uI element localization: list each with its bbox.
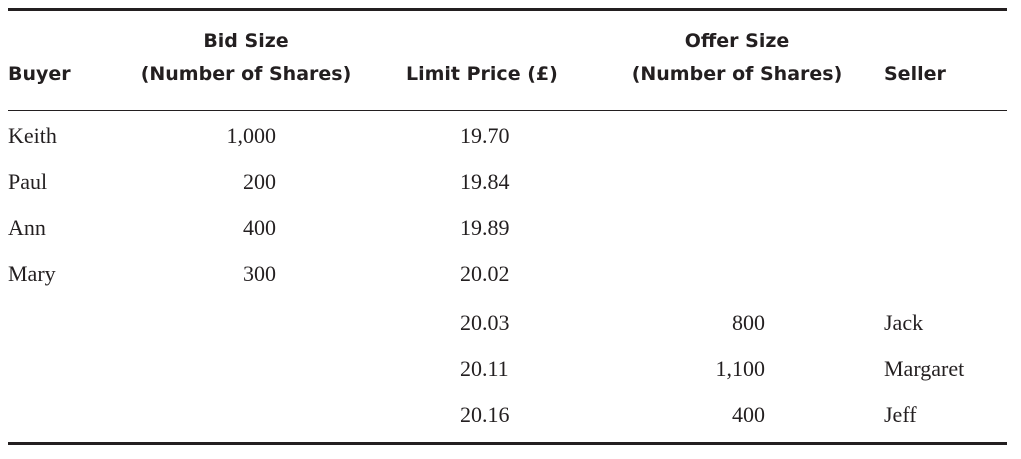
- header-buyer: Buyer: [8, 63, 71, 85]
- header-limit-price: Limit Price (£): [406, 63, 558, 85]
- cell-bid-size: 1,000: [226, 123, 277, 148]
- cell-seller: Margaret: [884, 356, 965, 381]
- header-bid-size-line1: Bid Size: [203, 30, 289, 52]
- header-offer-size-line1: Offer Size: [684, 30, 790, 52]
- table-top-rule: [8, 8, 1007, 11]
- cell-bid-size: 200: [243, 169, 276, 194]
- cell-buyer: Mary: [8, 261, 56, 286]
- cell-buyer: Keith: [8, 123, 57, 148]
- table-row: 20.11 1,100 Margaret: [8, 346, 1007, 392]
- table-header-rule: [8, 110, 1007, 111]
- table-row: 20.16 400 Jeff: [8, 392, 1007, 438]
- cell-limit-price: 20.02: [460, 261, 510, 286]
- header-bid-size: Bid Size (Number of Shares): [126, 25, 366, 91]
- cell-seller: Jeff: [884, 402, 917, 427]
- table-bottom-rule: [8, 442, 1007, 445]
- header-offer-size-line2: (Number of Shares): [631, 63, 843, 85]
- cell-offer-size: 400: [732, 402, 765, 427]
- table-row: Keith 1,000 19.70: [8, 113, 1007, 159]
- cell-limit-price: 20.16: [460, 402, 510, 427]
- cell-limit-price: 19.89: [460, 215, 510, 240]
- table-row: Ann 400 19.89: [8, 205, 1007, 251]
- cell-buyer: Ann: [8, 215, 46, 240]
- cell-limit-price: 19.70: [460, 123, 510, 148]
- cell-bid-size: 300: [243, 261, 276, 286]
- cell-buyer: Paul: [8, 169, 48, 194]
- cell-bid-size: 400: [243, 215, 276, 240]
- header-bid-size-line2: (Number of Shares): [140, 63, 352, 85]
- header-offer-size: Offer Size (Number of Shares): [616, 25, 858, 91]
- cell-limit-price: 19.84: [460, 169, 510, 194]
- header-seller: Seller: [884, 63, 946, 85]
- cell-limit-price: 20.11: [460, 356, 509, 381]
- table-row: Mary 300 20.02: [8, 251, 1007, 297]
- cell-offer-size: 800: [732, 310, 765, 335]
- cell-offer-size: 1,100: [715, 356, 766, 381]
- cell-limit-price: 20.03: [460, 310, 510, 335]
- cell-seller: Jack: [884, 310, 924, 335]
- table-row: 20.03 800 Jack: [8, 300, 1007, 346]
- table-row: Paul 200 19.84: [8, 159, 1007, 205]
